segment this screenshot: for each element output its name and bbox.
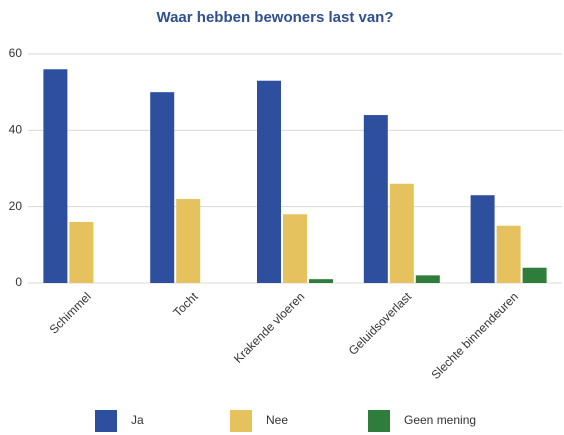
bar	[283, 214, 307, 283]
legend-swatch	[95, 410, 117, 432]
legend-swatch	[230, 410, 252, 432]
x-tick-label: Geluidsoverlast	[346, 289, 415, 358]
x-tick-label: Schimmel	[47, 289, 94, 336]
y-tick-label: 0	[15, 275, 22, 289]
x-tick-label: Krakende vloeren	[231, 289, 307, 365]
legend-label: Geen mening	[404, 413, 476, 427]
legend-label: Ja	[131, 413, 144, 427]
chart-title: Waar hebben bewoners last van?	[156, 9, 393, 26]
bar	[43, 69, 68, 284]
bar	[69, 221, 94, 283]
bar	[309, 279, 333, 283]
y-tick-label: 60	[9, 46, 23, 60]
bar	[389, 183, 414, 283]
bar	[150, 92, 175, 284]
legend-swatch	[368, 410, 390, 432]
y-tick-label: 40	[9, 123, 23, 137]
x-tick-label: Slechte binnendeuren	[428, 289, 520, 381]
bar	[363, 115, 388, 283]
y-tick-label: 20	[9, 199, 23, 213]
bar	[470, 195, 495, 283]
legend-label: Nee	[266, 413, 288, 427]
bar	[522, 267, 547, 283]
x-tick-label: Tocht	[170, 289, 201, 320]
bar	[257, 80, 281, 283]
bar	[496, 225, 521, 283]
bar	[415, 275, 440, 283]
bar	[176, 199, 201, 283]
